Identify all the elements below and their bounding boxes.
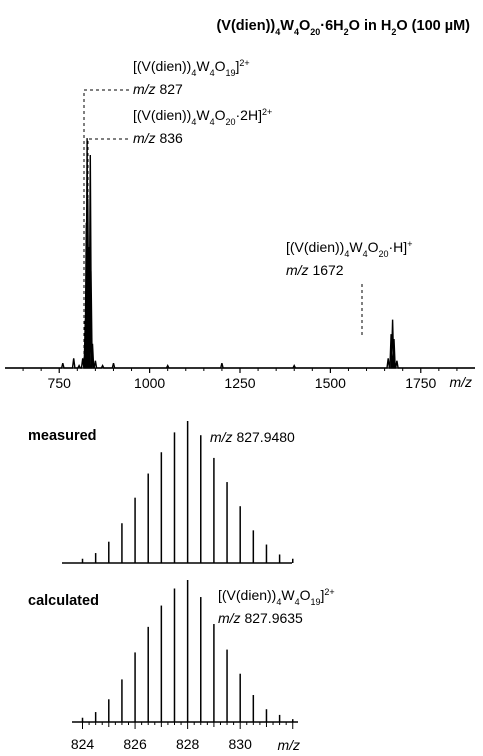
calculated-formula: [(V(dien))4W4O19]2+ [218,587,335,607]
calculated-x-tick-label: 830 [229,736,253,752]
overview-spectrum: 750 1000 1250 1500 1750 m/z [(V(dien))4W4O19… [5,58,475,391]
top-x-tick-label: 1500 [315,375,346,391]
measured-isotope-pattern: measured m/z 827.9480 [28,421,295,564]
top-x-tick-label: 750 [48,375,72,391]
annotation-mz-827: m/z 827 [133,81,183,97]
measured-peaks [81,421,294,563]
annotation-mz-1672: m/z 1672 [286,262,344,278]
annotation-formula-827: [(V(dien))4W4O19]2+ [133,58,250,78]
top-x-tick-label: 1250 [224,375,255,391]
annotation-leader-836 [87,138,131,360]
calculated-x-ticks: 824 826 828 830 [71,722,294,752]
calculated-label: calculated [28,593,99,609]
annotation-formula-1672: [(V(dien))4W4O20·H]+ [286,239,412,259]
top-x-ticks: 750 1000 1250 1500 1750 [22,368,458,391]
calculated-x-tick-label: 824 [71,736,95,752]
calculated-peaks [81,580,294,722]
measured-mz-label: m/z 827.9480 [210,429,295,445]
annotation-formula-836: [(V(dien))4W4O20·2H]2+ [133,107,272,127]
calculated-x-axis-label: m/z [277,737,300,753]
spectrum-trace [5,138,475,369]
calculated-x-tick-label: 828 [176,736,200,752]
top-x-tick-label: 1000 [134,375,165,391]
calculated-isotope-pattern: calculated [(V(dien))4W4O19]2+ m/z 827.9… [28,580,335,753]
chart-title: (V(dien))4W4O20·6H2O in H2O (100 µM) [216,18,470,37]
calculated-mz-label: m/z 827.9635 [218,610,303,626]
top-x-axis-label: m/z [449,374,472,390]
top-x-tick-label: 1750 [405,375,436,391]
calculated-x-tick-label: 826 [123,736,147,752]
measured-label: measured [28,428,97,444]
annotation-leader-827 [83,89,131,360]
annotation-mz-836: m/z 836 [133,130,183,146]
